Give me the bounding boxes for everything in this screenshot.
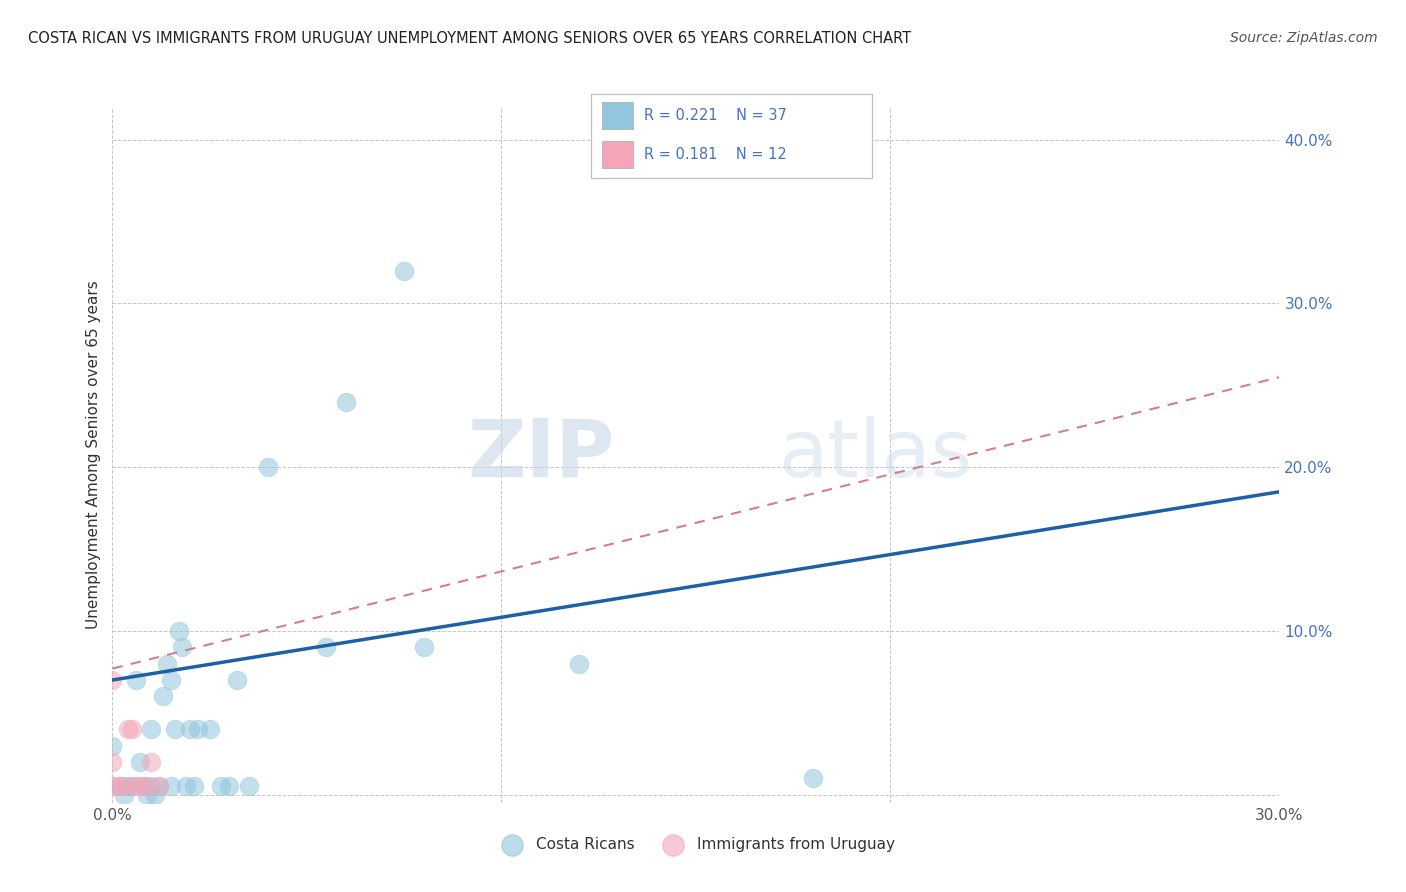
Point — [148, 780, 170, 794]
Point — [112, 788, 135, 802]
Point — [172, 640, 194, 655]
Point — [117, 780, 139, 794]
Point — [110, 780, 132, 794]
Point — [179, 722, 201, 736]
Point — [198, 722, 221, 736]
Point — [187, 722, 209, 736]
Point — [112, 780, 135, 794]
Point — [568, 657, 591, 671]
Point — [209, 780, 232, 794]
Y-axis label: Unemployment Among Seniors over 65 years: Unemployment Among Seniors over 65 years — [86, 281, 101, 629]
Text: atlas: atlas — [778, 416, 972, 494]
Point — [226, 673, 249, 687]
Text: R = 0.181    N = 12: R = 0.181 N = 12 — [644, 147, 787, 162]
Point — [117, 722, 139, 736]
Text: COSTA RICAN VS IMMIGRANTS FROM URUGUAY UNEMPLOYMENT AMONG SENIORS OVER 65 YEARS : COSTA RICAN VS IMMIGRANTS FROM URUGUAY U… — [28, 31, 911, 46]
Point — [121, 722, 143, 736]
Text: Source: ZipAtlas.com: Source: ZipAtlas.com — [1230, 31, 1378, 45]
Point — [141, 755, 163, 769]
Legend: Costa Ricans, Immigrants from Uruguay: Costa Ricans, Immigrants from Uruguay — [491, 830, 901, 858]
Point — [160, 780, 183, 794]
Point — [148, 780, 170, 794]
Point — [163, 722, 186, 736]
Point — [141, 722, 163, 736]
Point — [183, 780, 205, 794]
Point — [167, 624, 190, 638]
Point — [101, 780, 124, 794]
Point — [335, 394, 357, 409]
Point — [238, 780, 260, 794]
Point — [121, 780, 143, 794]
Point — [125, 673, 148, 687]
Point — [128, 780, 150, 794]
Bar — [602, 103, 633, 129]
Bar — [602, 141, 633, 169]
Text: ZIP: ZIP — [467, 416, 614, 494]
Point — [160, 673, 183, 687]
Point — [315, 640, 337, 655]
Point — [136, 780, 159, 794]
Point — [101, 755, 124, 769]
Point — [110, 780, 132, 794]
Point — [412, 640, 434, 655]
Point — [101, 780, 124, 794]
Point — [218, 780, 240, 794]
Point — [101, 673, 124, 687]
Point — [141, 780, 163, 794]
Point — [152, 690, 174, 704]
Point — [125, 780, 148, 794]
Point — [143, 788, 166, 802]
Point — [801, 771, 824, 785]
Point — [132, 780, 155, 794]
Point — [176, 780, 198, 794]
Point — [101, 739, 124, 753]
Point — [156, 657, 179, 671]
Point — [136, 788, 159, 802]
Point — [257, 460, 280, 475]
Point — [394, 264, 416, 278]
Point — [128, 755, 150, 769]
Text: R = 0.221    N = 37: R = 0.221 N = 37 — [644, 108, 787, 123]
